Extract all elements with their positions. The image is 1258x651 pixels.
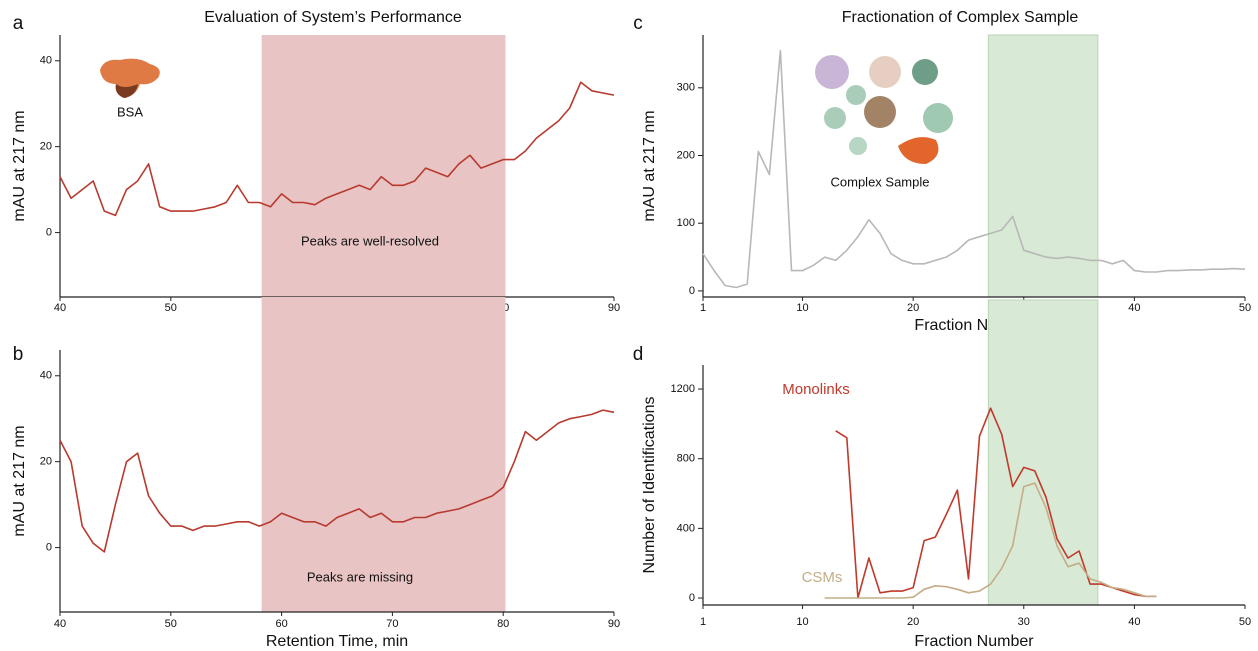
data-line [59, 81, 615, 217]
y-tick-label: 20 [40, 456, 52, 468]
x-tick-label: 90 [608, 302, 620, 314]
inset-label: Complex Sample [831, 174, 930, 189]
y-axis-label: mAU at 217 nm [11, 110, 28, 221]
y-tick-label: 40 [40, 55, 52, 67]
chart-title: Evaluation of System’s Performance [204, 9, 462, 26]
data-line [59, 409, 615, 553]
shaded-region [261, 35, 506, 297]
y-axis-label: mAU at 217 nm [11, 425, 28, 536]
inset-label: BSA [117, 104, 143, 119]
complex-sample-icons [815, 55, 953, 164]
panel-label: d [633, 344, 644, 365]
x-tick-label: 50 [165, 302, 177, 314]
y-tick-label: 20 [40, 141, 52, 153]
shaded-region [987, 34, 1099, 298]
data-line [702, 49, 1246, 289]
shaded-region [261, 297, 506, 612]
bsa-icon [100, 58, 160, 98]
y-axis-label: mAU at 217 nm [641, 110, 658, 221]
panel-label: c [633, 13, 643, 34]
x-tick-label: 50 [165, 618, 177, 630]
x-tick-label: 70 [386, 618, 398, 630]
x-tick-label: 10 [796, 302, 808, 314]
x-tick-label: 80 [497, 618, 509, 630]
panel-label: a [13, 13, 24, 34]
x-axis-label: Retention Time, min [266, 633, 408, 650]
x-tick-label: 50 [1239, 616, 1251, 628]
x-tick-label: 20 [907, 302, 919, 314]
y-tick-label: 1200 [671, 383, 695, 395]
x-tick-label: 40 [54, 618, 66, 630]
x-tick-label: 40 [54, 302, 66, 314]
y-tick-label: 0 [46, 226, 52, 238]
y-tick-label: 400 [677, 522, 695, 534]
y-tick-label: 0 [689, 285, 695, 297]
x-tick-label: 1 [700, 302, 706, 314]
y-tick-label: 800 [677, 453, 695, 465]
x-tick-label: 40 [1128, 302, 1140, 314]
data-line [824, 482, 1157, 599]
panel-label: b [13, 344, 24, 365]
y-tick-label: 300 [677, 82, 695, 94]
x-tick-label: 60 [275, 618, 287, 630]
y-tick-label: 0 [689, 592, 695, 604]
x-tick-label: 50 [1239, 302, 1251, 314]
series-label: Monolinks [782, 381, 850, 398]
x-tick-label: 1 [700, 616, 706, 628]
data-line [835, 407, 1157, 599]
x-tick-label: 30 [1018, 616, 1030, 628]
y-tick-label: 40 [40, 370, 52, 382]
y-tick-label: 200 [677, 149, 695, 161]
series-label: CSMs [802, 569, 843, 586]
chart-title: Fractionation of Complex Sample [842, 9, 1079, 26]
x-tick-label: 20 [907, 616, 919, 628]
y-tick-label: 100 [677, 217, 695, 229]
y-tick-label: 0 [46, 541, 52, 553]
x-tick-label: 40 [1128, 616, 1140, 628]
annotation: Peaks are missing [307, 569, 413, 584]
y-axis-label: Number of Identifications [641, 397, 658, 574]
x-tick-label: 90 [608, 618, 620, 630]
x-axis-label: Fraction Number [914, 633, 1034, 650]
annotation: Peaks are well-resolved [301, 233, 439, 248]
x-tick-label: 10 [796, 616, 808, 628]
